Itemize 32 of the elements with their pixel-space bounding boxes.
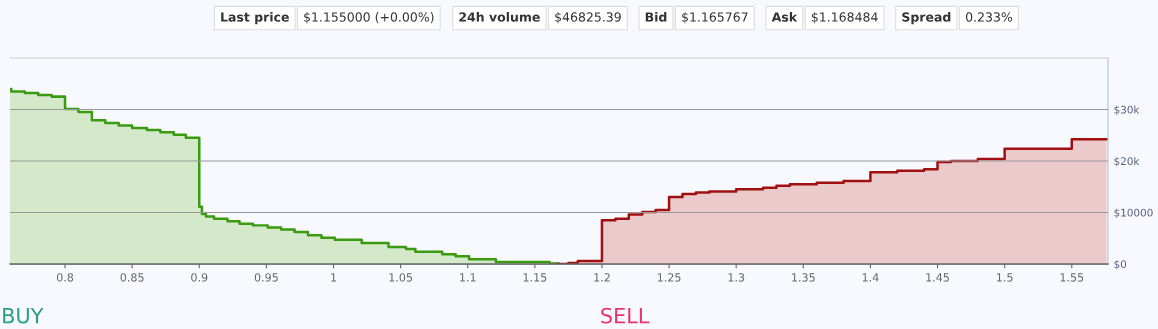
y-tick-label: $0 [1114, 260, 1127, 270]
x-tick-label: 1.35 [792, 273, 815, 282]
x-tick-label: 1.5 [997, 273, 1013, 282]
y-tick-label: $10000 [1114, 208, 1153, 218]
x-tick-label: 0.8 [56, 273, 74, 282]
text: BUY [3, 308, 44, 324]
text: 24h volume [459, 12, 540, 22]
text: Spread [902, 12, 951, 25]
x-tick-label: 1.3 [728, 273, 745, 282]
x-tick-label: 1.45 [926, 273, 949, 282]
text: $1.155000 (+0.00%) [304, 12, 434, 24]
x-tick-label: 1.55 [1060, 273, 1084, 282]
text: $1.168484 [811, 12, 878, 24]
x-tick-label: 0.95 [254, 273, 278, 282]
x-tick-label: 1.2 [594, 273, 610, 282]
x-tick-label: 1 [331, 273, 336, 282]
y-tick-label: $20k [1114, 157, 1140, 167]
text: SELL [601, 307, 650, 324]
x-tick-label: 1.15 [523, 273, 547, 282]
x-tick-label: 1.1 [460, 273, 476, 282]
text: Bid [645, 12, 667, 22]
x-tick-label: 1.4 [862, 273, 879, 282]
text: Ask [771, 12, 798, 22]
text: 0.233% [965, 12, 1013, 22]
x-tick-label: 0.85 [120, 273, 144, 282]
x-tick-label: 1.05 [389, 273, 413, 282]
x-tick-label: 1.25 [657, 273, 681, 282]
x-tick-label: 0.9 [191, 273, 208, 282]
text: $46825.39 [555, 12, 621, 24]
y-tick-label: $30k [1114, 105, 1140, 115]
text: $1.165767 [682, 12, 748, 24]
text: Last price [221, 12, 289, 25]
